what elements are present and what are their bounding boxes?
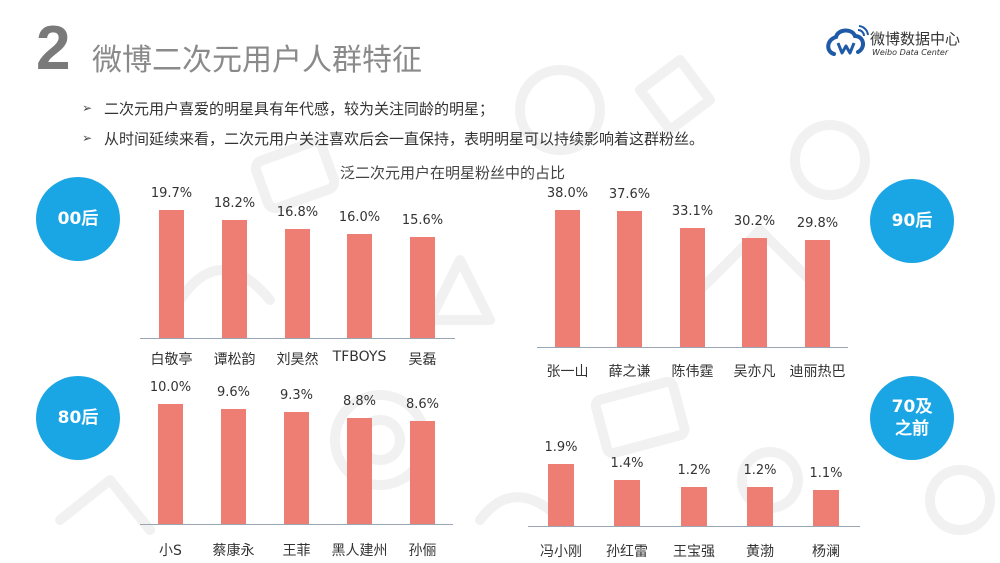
- data-label: 1.2%: [677, 463, 711, 478]
- category-label: 孙俪: [408, 543, 437, 559]
- x-axis-line: [140, 338, 455, 339]
- bullet-text: 二次元用户喜爱的明星具有年代感，较为关注同龄的明星；: [104, 99, 495, 118]
- data-label: 37.6%: [608, 187, 651, 202]
- badge-90s: 90后: [870, 179, 954, 263]
- bar: [680, 228, 705, 347]
- bullet-text: 从时间延续来看，二次元用户关注喜欢后会一直保持，表明明星可以持续影响着这群粉丝。: [104, 129, 705, 148]
- bar: [284, 412, 309, 524]
- logo-text-en: Weibo Data Center: [872, 48, 949, 57]
- data-label: 15.6%: [401, 213, 444, 228]
- category-label: 孙红雷: [606, 544, 648, 560]
- bar: [285, 229, 310, 338]
- data-label: 1.4%: [610, 456, 644, 471]
- bar: [555, 210, 580, 347]
- bullet-item: ➢ 从时间延续来看，二次元用户关注喜欢后会一直保持，表明明星可以持续影响着这群粉…: [82, 123, 704, 153]
- category-label: 陈伟霆: [671, 364, 714, 380]
- category-label: 张一山: [546, 364, 589, 380]
- page-title: 微博二次元用户人群特征: [92, 43, 422, 78]
- x-axis-line: [528, 526, 860, 527]
- category-label: 吴磊: [408, 352, 437, 368]
- category-label: 刘昊然: [276, 352, 319, 368]
- category-label: 迪丽热巴: [789, 364, 846, 380]
- data-label: 8.8%: [342, 394, 377, 409]
- arrow-bullet-icon: ➢: [82, 131, 93, 145]
- x-axis-line: [537, 347, 848, 348]
- bar: [221, 409, 246, 524]
- category-label: 蔡康永: [212, 543, 255, 559]
- weibo-data-center-logo: 微博数据中心 Weibo Data Center: [824, 24, 974, 64]
- data-label: 9.6%: [216, 385, 251, 400]
- bullet-list: ➢ 二次元用户喜爱的明星具有年代感，较为关注同龄的明星； ➢ 从时间延续来看，二…: [82, 93, 704, 153]
- data-label: 1.9%: [544, 440, 578, 455]
- bar: [158, 404, 183, 524]
- category-label: TFBOYS: [332, 349, 387, 365]
- badge-00s: 00后: [36, 177, 120, 261]
- bar: [617, 211, 642, 347]
- bar: [410, 421, 435, 524]
- category-label: 吴亦凡: [733, 364, 776, 380]
- x-axis-line: [140, 524, 453, 525]
- bar: [548, 464, 574, 526]
- bullet-item: ➢ 二次元用户喜爱的明星具有年代感，较为关注同龄的明星；: [82, 93, 704, 123]
- category-label: 小S: [159, 543, 182, 559]
- bar: [805, 240, 830, 347]
- data-label: 16.0%: [338, 210, 381, 225]
- badge-70s-and-before: 70及 之前: [870, 376, 954, 460]
- bar: [681, 487, 707, 526]
- bar: [222, 220, 247, 338]
- data-label: 9.3%: [279, 388, 314, 403]
- logo-text-cn: 微博数据中心: [870, 30, 961, 48]
- bar: [614, 480, 640, 526]
- data-label: 8.6%: [405, 397, 440, 412]
- chart-title: 泛二次元用户在明星粉丝中的占比: [340, 164, 566, 182]
- category-label: 冯小刚: [540, 544, 582, 560]
- badge-line-2: 之前: [895, 419, 929, 439]
- data-label: 29.8%: [796, 216, 839, 231]
- category-label: 杨澜: [812, 544, 840, 560]
- data-label: 38.0%: [546, 186, 589, 201]
- bar: [159, 210, 184, 338]
- data-label: 33.1%: [671, 204, 714, 219]
- section-number: 2: [36, 14, 71, 83]
- data-label: 10.0%: [149, 380, 192, 395]
- data-label: 18.2%: [213, 196, 256, 211]
- bar: [347, 234, 372, 338]
- category-label: 白敬亭: [150, 352, 193, 368]
- weibo-logo-icon: [826, 25, 869, 56]
- bar: [747, 487, 773, 526]
- category-label: 王宝强: [673, 544, 715, 560]
- bar: [742, 238, 767, 347]
- arrow-bullet-icon: ➢: [82, 101, 93, 115]
- data-label: 19.7%: [150, 186, 193, 201]
- bar: [347, 418, 372, 524]
- bar: [813, 490, 839, 526]
- category-label: 薛之谦: [608, 364, 651, 380]
- category-label: 黄渤: [746, 544, 774, 560]
- data-label: 16.8%: [276, 205, 319, 220]
- data-label: 30.2%: [733, 214, 776, 229]
- category-label: 黑人建州: [331, 543, 388, 559]
- data-label: 1.1%: [809, 466, 843, 481]
- category-label: 王菲: [282, 543, 311, 559]
- badge-line-1: 70及: [891, 397, 933, 417]
- bar: [410, 237, 435, 338]
- category-label: 谭松韵: [213, 352, 256, 368]
- badge-80s: 80后: [36, 376, 120, 460]
- data-label: 1.2%: [743, 463, 777, 478]
